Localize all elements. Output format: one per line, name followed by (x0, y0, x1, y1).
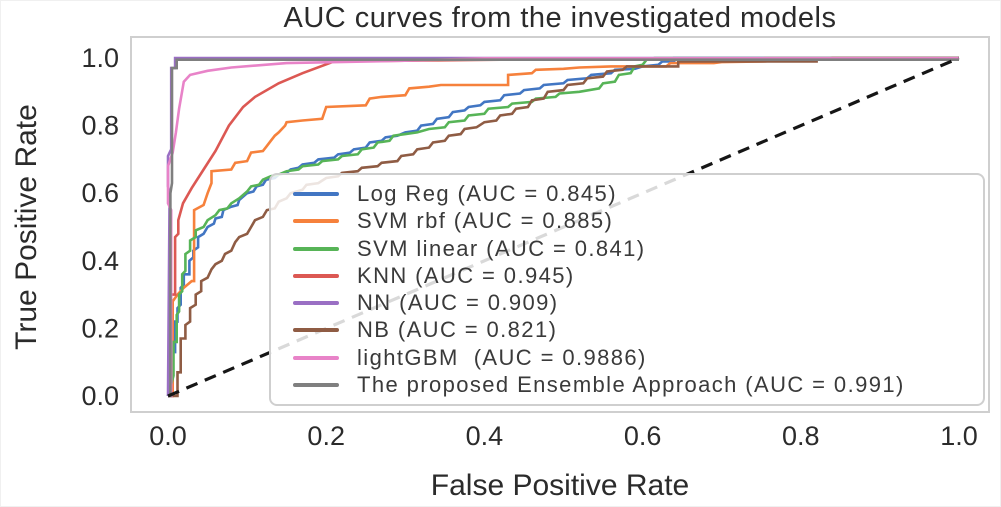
x-tick-label-0.4: 0.4 (466, 421, 504, 451)
curve-proposed-ensemble (168, 58, 959, 398)
legend-swatch-proposed-ensemble (293, 382, 339, 387)
legend-label-nb: NB (AUC = 0.821) (357, 317, 558, 343)
legend-item-proposed-ensemble: The proposed Ensemble Approach (AUC = 0.… (293, 371, 973, 397)
legend-item-log-reg: Log Reg (AUC = 0.845) (293, 183, 973, 205)
legend-label-nn: NN (AUC = 0.909) (357, 290, 559, 316)
legend-item-lightgbm: lightGBM (AUC = 0.9886) (293, 344, 973, 370)
legend-swatch-nn (293, 301, 339, 306)
legend-swatch-svm-rbf (293, 219, 339, 224)
legend-label-lightgbm: lightGBM (AUC = 0.9886) (357, 344, 647, 370)
curve-svm-rbf (168, 56, 959, 398)
legend-label-svm-linear: SVM linear (AUC = 0.841) (357, 235, 646, 261)
x-tick-label-0.6: 0.6 (624, 421, 662, 451)
axes-box (130, 36, 990, 413)
curve-log-reg (166, 56, 959, 397)
x-tick-label-0.2: 0.2 (307, 421, 345, 451)
y-tick-label-0.8: 0.8 (81, 111, 119, 141)
x-tick-label-0.8: 0.8 (782, 421, 820, 451)
curve-knn (168, 58, 959, 398)
curve-svm-linear (166, 56, 959, 397)
legend-swatch-knn (293, 273, 339, 278)
y-tick-label-0.4: 0.4 (81, 246, 119, 276)
chart-title: AUC curves from the investigated models (283, 2, 837, 34)
legend-label-svm-rbf: SVM rbf (AUC = 0.885) (357, 208, 614, 234)
legend-swatch-svm-linear (293, 246, 339, 251)
legend-swatch-lightgbm (293, 355, 339, 360)
legend-item-svm-rbf: SVM rbf (AUC = 0.885) (293, 210, 973, 232)
legend-item-nn: NN (AUC = 0.909) (293, 292, 973, 314)
legend-label-log-reg: Log Reg (AUC = 0.845) (357, 181, 617, 206)
legend: Log Reg (AUC = 0.845) SVM rbf (AUC = 0.88… (269, 173, 985, 406)
legend-item-nb: NB (AUC = 0.821) (293, 319, 973, 341)
y-tick-label-0.2: 0.2 (81, 313, 119, 343)
y-tick-label-0.0: 0.0 (81, 381, 119, 411)
legend-swatch-nb (293, 328, 339, 333)
x-axis-label: False Positive Rate (430, 469, 690, 502)
y-tick-label-1.0: 1.0 (81, 43, 119, 73)
legend-label-knn: KNN (AUC = 0.945) (357, 262, 575, 288)
y-tick-label-0.6: 0.6 (81, 178, 119, 208)
legend-item-knn: KNN (AUC = 0.945) (293, 262, 973, 288)
legend-item-svm-linear: SVM linear (AUC = 0.841) (293, 235, 973, 261)
legend-label-proposed-ensemble: The proposed Ensemble Approach (AUC = 0.… (357, 371, 905, 397)
x-tick-label-1.0: 1.0 (940, 421, 978, 451)
curve-nb (168, 56, 959, 398)
x-tick-label-0.0: 0.0 (149, 421, 187, 451)
legend-swatch-log-reg (293, 192, 339, 196)
